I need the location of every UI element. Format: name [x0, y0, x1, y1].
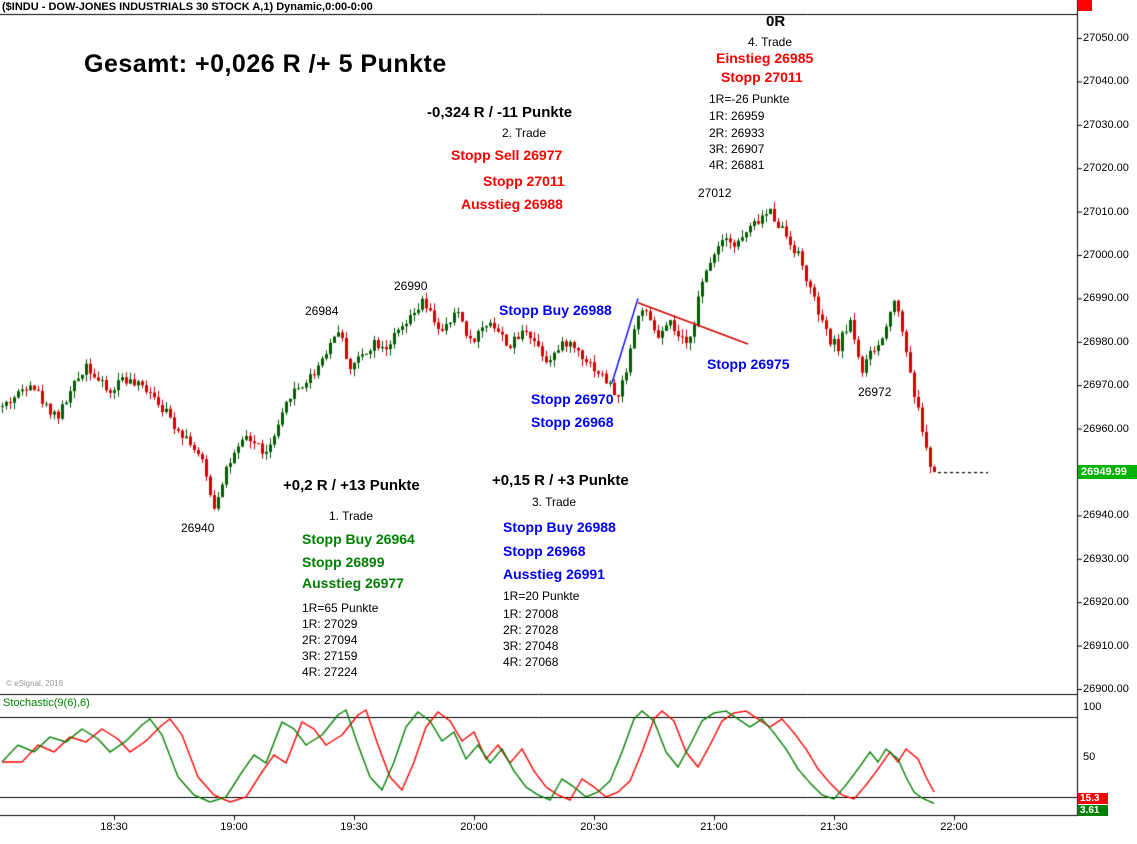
trade2-name: 2. Trade: [502, 126, 547, 140]
trade1-stat: 1R: 27029: [302, 617, 358, 631]
trade3-stat: 1R=20 Punkte: [503, 589, 580, 603]
time-axis-label: 21:00: [700, 821, 728, 833]
price-axis-label: 27050.00: [1083, 32, 1129, 44]
trade1-stat: 4R: 27224: [302, 665, 358, 679]
copyright-label: © eSignal, 2018: [6, 679, 64, 688]
trade1-stat: 2R: 27094: [302, 633, 358, 647]
price-axis-label: 27030.00: [1083, 118, 1129, 131]
stop-level-label: Stopp 26970: [531, 391, 614, 407]
swing-price-label: 26940: [181, 521, 215, 535]
time-axis-label: 19:00: [220, 821, 248, 833]
trade4-name: 4. Trade: [748, 35, 793, 49]
swing-price-label: 26972: [858, 385, 892, 399]
time-axis-label: 22:00: [940, 821, 968, 833]
time-axis-label: 18:30: [100, 821, 128, 833]
trade4-stop: Stopp 27011: [721, 69, 803, 85]
price-axis-label: 26920.00: [1083, 596, 1129, 609]
price-axis-label: 26980.00: [1083, 335, 1129, 348]
price-axis-label: 27000.00: [1083, 249, 1129, 261]
trade4-stat: 1R=-26 Punkte: [709, 92, 790, 106]
stochastic-d-value-box: 15.3: [1078, 793, 1108, 804]
time-axis-label: 21:30: [820, 821, 848, 833]
price-axis-label: 26900.00: [1083, 683, 1129, 695]
trade1-stat: 1R=65 Punkte: [302, 601, 379, 615]
trade1-stat: 3R: 27159: [302, 649, 358, 663]
trade2-exit: Ausstieg 26988: [461, 196, 563, 212]
time-axis-label: 20:00: [460, 821, 488, 833]
price-axis-label: 27040.00: [1083, 75, 1129, 88]
swing-price-label: 27012: [698, 186, 732, 200]
price-axis-label: 26970.00: [1083, 379, 1129, 392]
trade3-stat: 1R: 27008: [503, 607, 559, 621]
trade3-stat: 4R: 27068: [503, 655, 559, 669]
trade3-exit: Ausstieg 26991: [503, 566, 605, 582]
trade1-result: +0,2 R / +13 Punkte: [283, 477, 420, 494]
stop-level-label: Stopp Buy 26988: [499, 302, 612, 318]
trade4-stat: 1R: 26959: [709, 109, 765, 123]
trade1-name: 1. Trade: [329, 509, 374, 523]
price-axis-label: 27020.00: [1083, 162, 1129, 175]
trade3-name: 3. Trade: [532, 495, 577, 509]
stop-level-label: Stopp 26968: [531, 414, 614, 430]
swing-price-label: 26990: [394, 279, 428, 293]
trade3-stat: 2R: 27028: [503, 623, 559, 637]
window-title: ($INDU - DOW-JONES INDUSTRIALS 30 STOCK …: [2, 1, 373, 13]
price-axis-label: 27010.00: [1083, 205, 1129, 218]
price-axis-label: 26910.00: [1083, 639, 1129, 652]
trade4-result: 0R: [766, 13, 786, 30]
stochastic-study-label[interactable]: Stochastic(9(6),6): [3, 697, 90, 709]
summary-label: Gesamt: +0,026 R /+ 5 Punkte: [84, 50, 447, 78]
trade4-stat: 3R: 26907: [709, 142, 765, 156]
swing-price-label: 26984: [305, 304, 339, 318]
price-axis-label: 26940.00: [1083, 509, 1129, 522]
stochastic-scale-100: 100: [1083, 701, 1102, 713]
time-axis-label: 20:30: [580, 821, 608, 833]
trade3-stat: 3R: 27048: [503, 639, 559, 653]
trade3-stop-buy: Stopp Buy 26988: [503, 519, 616, 535]
trade2-stop: Stopp 27011: [483, 173, 565, 189]
time-axis-label: 19:30: [340, 821, 368, 833]
trade1-stop: Stopp 26899: [302, 554, 385, 570]
stop-level-label: Stopp 26975: [707, 356, 790, 372]
stochastic-k-value-box: 3.61: [1078, 805, 1108, 816]
trade4-stat: 2R: 26933: [709, 126, 765, 140]
trade1-stop-buy: Stopp Buy 26964: [302, 531, 415, 547]
price-axis-label: 26960.00: [1083, 422, 1129, 435]
trade4-stat: 4R: 26881: [709, 158, 765, 172]
axis-top-marker[interactable]: [1078, 0, 1092, 11]
stochastic-scale-50: 50: [1083, 751, 1096, 763]
last-price-box: 26949.99: [1078, 465, 1137, 479]
price-axis-label: 26990.00: [1083, 292, 1129, 305]
trade2-stop-sell: Stopp Sell 26977: [451, 147, 563, 163]
price-axis-label: 26930.00: [1083, 552, 1129, 565]
trade1-exit: Ausstieg 26977: [302, 575, 404, 591]
trade2-result: -0,324 R / -11 Punkte: [427, 104, 573, 121]
trade3-result: +0,15 R / +3 Punkte: [492, 472, 629, 489]
trade4-entry: Einstieg 26985: [716, 50, 814, 66]
trade3-stop: Stopp 26968: [503, 543, 586, 559]
